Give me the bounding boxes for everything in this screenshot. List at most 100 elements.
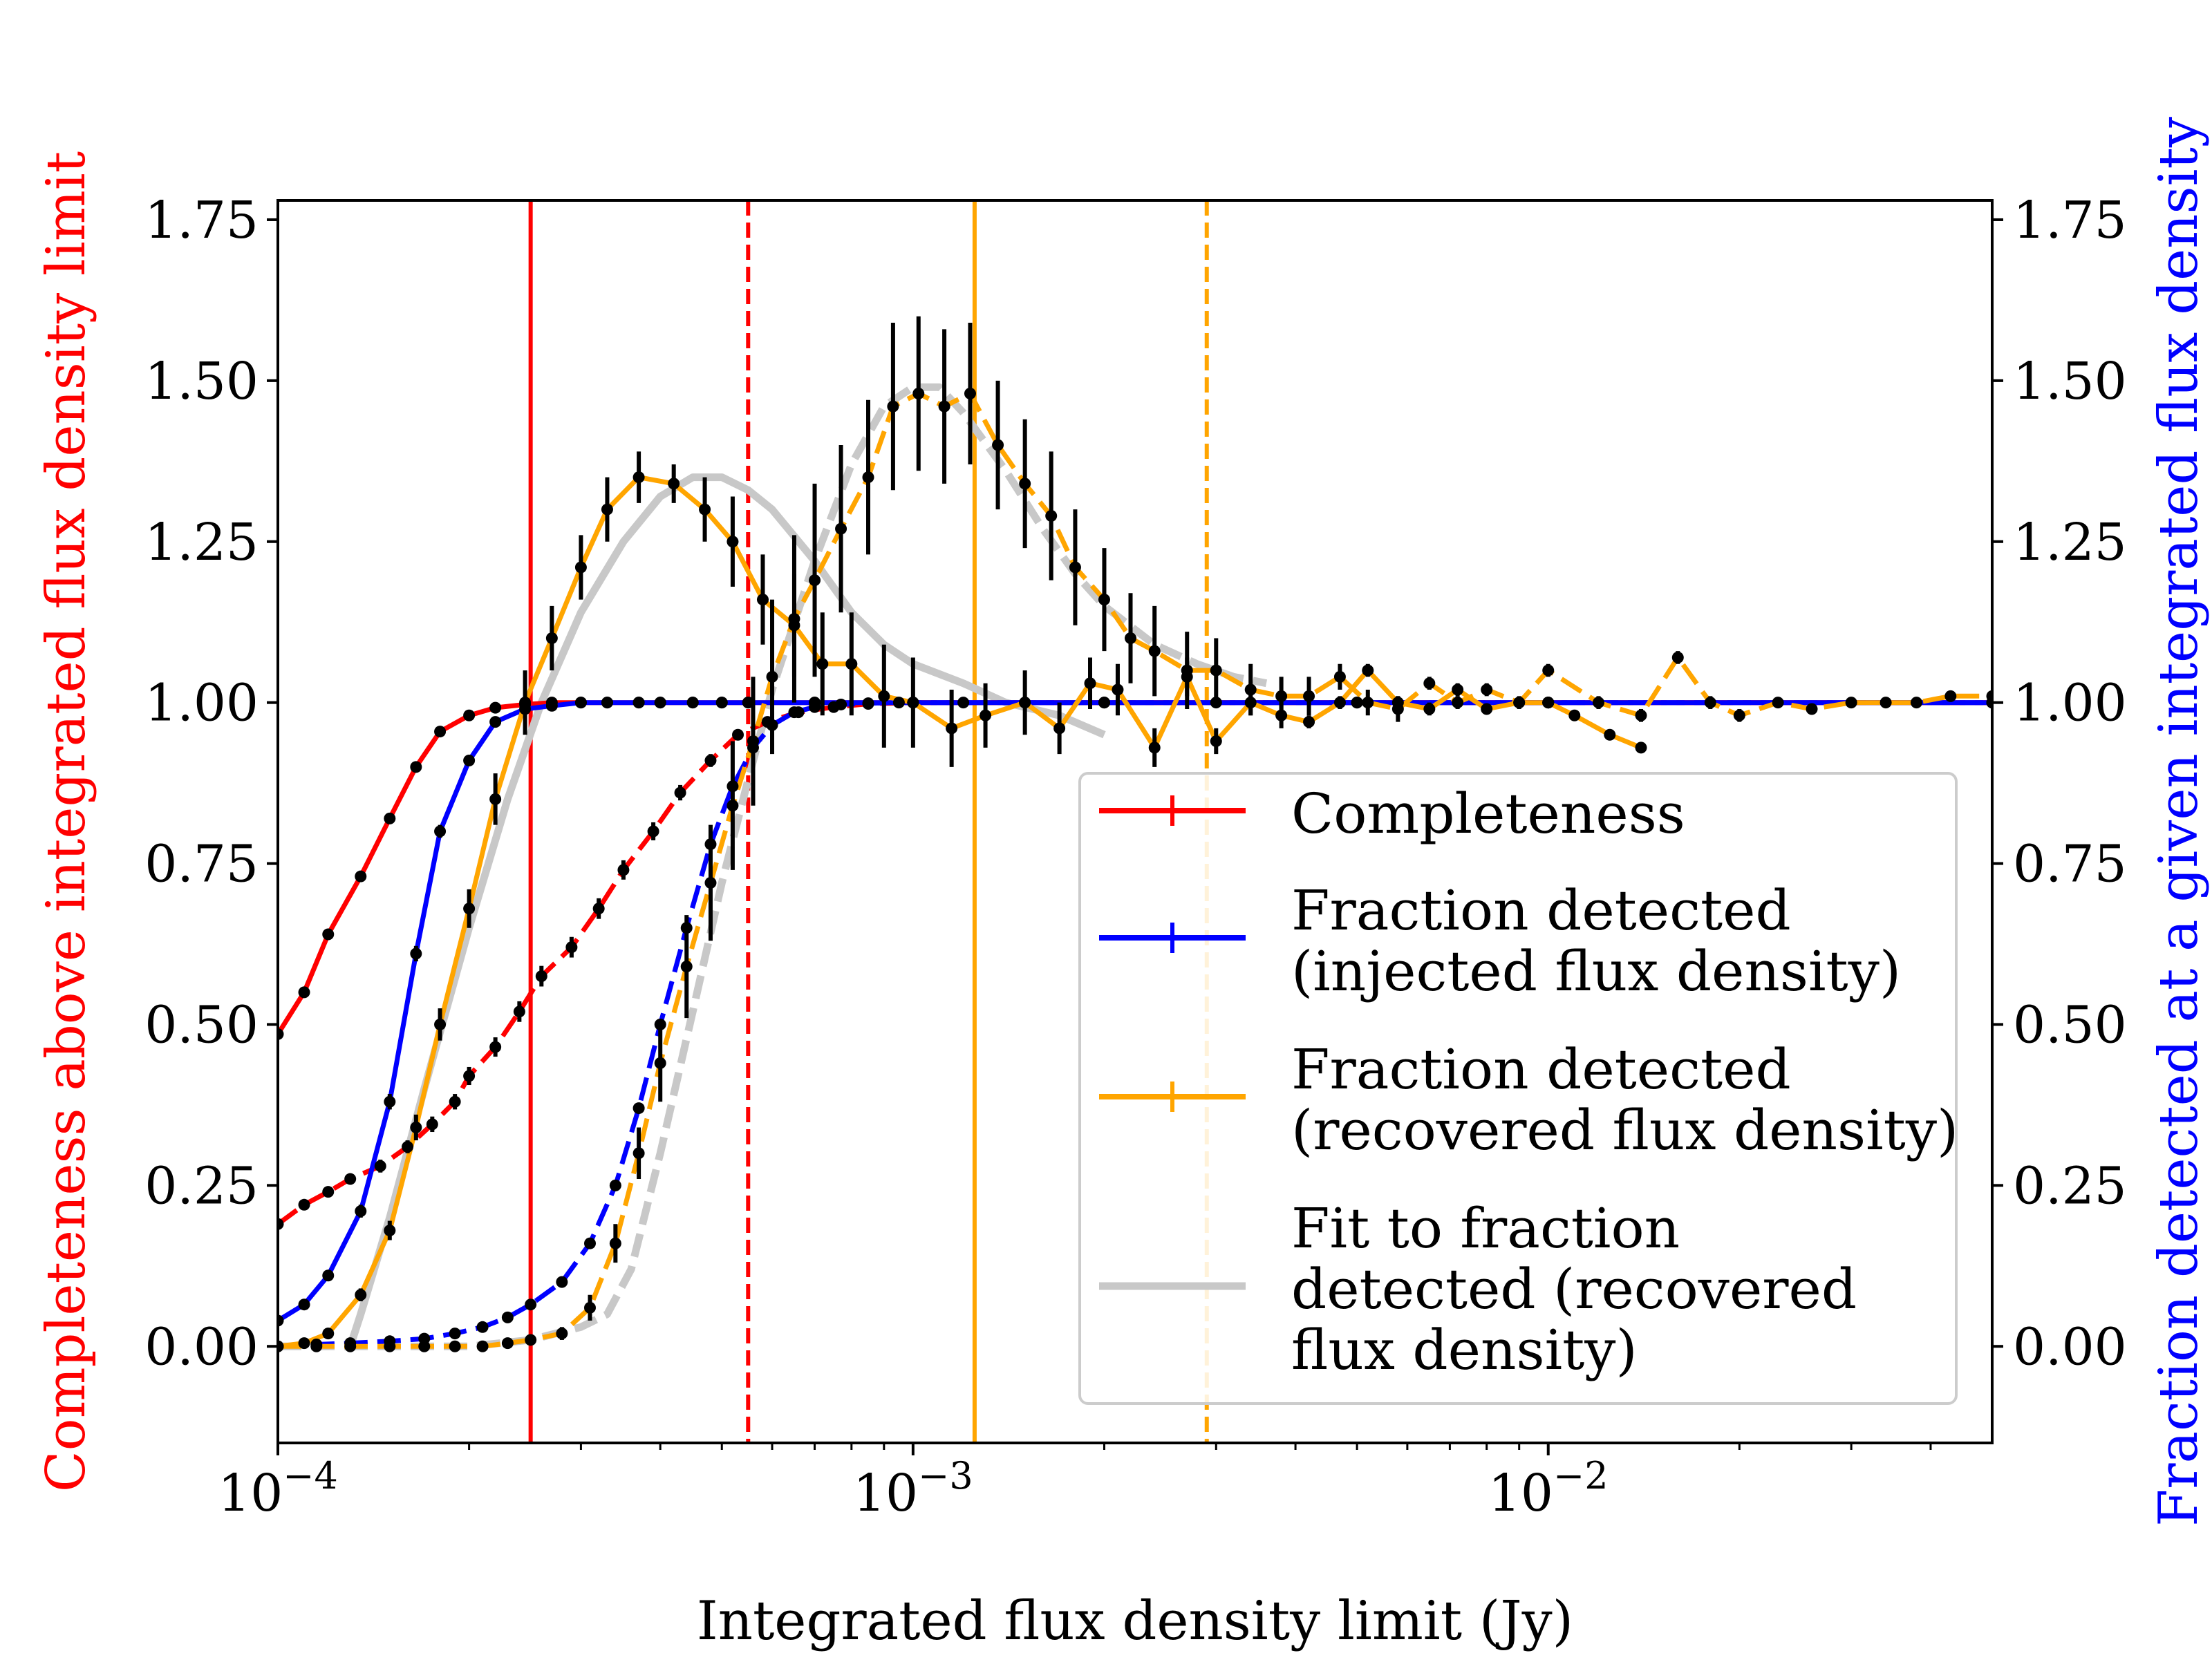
data-point-recovered-solid: [1635, 742, 1647, 754]
y-tick-label-right: 0.50: [2013, 995, 2127, 1055]
y-tick-label-left: 1.50: [144, 352, 259, 411]
data-point-injected-dashed: [476, 1321, 489, 1333]
data-point-injected-dashed: [1351, 697, 1363, 709]
data-point-recovered-dashed: [1148, 645, 1161, 657]
data-point-injected-solid: [463, 754, 476, 766]
data-point-recovered-solid: [632, 471, 645, 484]
data-point-recovered-dashed: [1391, 703, 1404, 715]
data-point-completeness-dashed: [463, 1070, 476, 1082]
data-point-recovered-dashed: [344, 1340, 357, 1352]
y-tick-label-left: 1.75: [144, 191, 259, 250]
y-tick-label-left: 1.00: [144, 674, 259, 733]
x-tick-label: 10−2: [1488, 1454, 1609, 1523]
data-point-recovered-solid: [699, 503, 711, 516]
y-tick-label-right: 1.25: [2013, 513, 2127, 572]
data-point-recovered-solid: [463, 903, 476, 915]
y-tick-label-right: 1.75: [2013, 191, 2127, 250]
data-point-recovered-dashed: [938, 400, 950, 413]
data-point-recovered-solid: [1148, 742, 1161, 754]
y-tick-label-left: 0.00: [144, 1317, 259, 1377]
data-point-recovered-dashed: [556, 1328, 568, 1340]
x-axis-label: Integrated flux density limit (Jy): [697, 1590, 1573, 1652]
data-point-recovered-dashed: [583, 1301, 596, 1314]
data-point-recovered-dashed: [1880, 697, 1892, 709]
data-point-recovered-dashed: [476, 1340, 489, 1352]
data-point-completeness-dashed: [565, 941, 578, 954]
legend-box: [1078, 772, 1958, 1405]
data-point-recovered-dashed: [1481, 683, 1493, 696]
data-point-recovered-dashed: [501, 1337, 514, 1350]
data-point-injected-dashed: [501, 1311, 514, 1323]
data-point-recovered-dashed: [525, 1334, 537, 1346]
axes: 0.00 0.00 0.25 0.25 0.50 0.50 0.75 0.75 1.00 1.00…: [144, 191, 2127, 1523]
data-point-injected-solid: [410, 947, 422, 960]
data-point-recovered-dashed: [1303, 690, 1315, 702]
data-point-injected-solid: [298, 1299, 310, 1311]
data-point-recovered-solid: [1019, 697, 1031, 709]
data-point-injected-dashed: [862, 697, 874, 710]
data-point-completeness-solid: [410, 761, 422, 773]
series-line-recovered-solid: [278, 475, 1642, 1349]
data-point-recovered-dashed: [1423, 677, 1436, 690]
data-point-completeness-dashed: [322, 1186, 335, 1198]
y-tick-label-right: 1.50: [2013, 352, 2127, 411]
data-point-recovered-dashed: [1125, 632, 1137, 644]
legend-label: detected (recovered: [1291, 1257, 1857, 1321]
data-point-recovered-dashed: [1181, 664, 1193, 677]
data-point-completeness-dashed: [489, 1041, 502, 1053]
data-point-injected-solid: [322, 1269, 335, 1282]
data-point-recovered-dashed: [1542, 664, 1555, 677]
data-point-recovered-dashed: [1910, 697, 1922, 709]
data-point-recovered-dashed: [1362, 697, 1374, 709]
data-point-recovered-dashed: [1210, 664, 1222, 677]
legend-label: (recovered flux density): [1291, 1098, 1958, 1162]
data-point-completeness-solid: [384, 812, 396, 824]
data-point-recovered-dashed: [835, 522, 847, 535]
data-point-recovered-dashed: [680, 961, 693, 973]
y-axis-label-right: Fraction detected at a given integrated …: [2148, 117, 2210, 1527]
y-tick-label-right: 1.00: [2013, 674, 2127, 733]
data-point-injected-solid: [574, 697, 587, 709]
plot-area: [278, 200, 1992, 1443]
x-tick-label: 10−4: [218, 1454, 338, 1523]
data-point-completeness-dashed: [298, 1198, 310, 1211]
data-point-recovered-solid: [845, 658, 858, 670]
data-point-injected-solid: [489, 716, 502, 728]
data-point-recovered-dashed: [964, 387, 976, 399]
data-point-completeness-solid: [463, 709, 476, 721]
data-point-recovered-solid: [668, 478, 680, 490]
data-point-recovered-dashed: [1045, 509, 1058, 522]
data-point-recovered-dashed: [1244, 683, 1257, 696]
data-point-recovered-solid: [1303, 716, 1315, 728]
legend-label: Fit to fraction: [1291, 1196, 1680, 1260]
data-point-injected-solid: [601, 697, 613, 709]
data-point-recovered-dashed: [704, 877, 717, 889]
legend-label: (injected flux density): [1291, 939, 1901, 1003]
data-point-recovered-solid: [1053, 722, 1066, 735]
data-point-recovered-dashed: [1704, 697, 1716, 709]
data-point-injected-solid: [355, 1205, 367, 1218]
x-tick-label: 10−3: [853, 1454, 973, 1523]
data-point-recovered-solid: [980, 709, 992, 721]
data-point-recovered-solid: [545, 632, 558, 644]
plot-frame: [276, 199, 1994, 1444]
data-point-injected-dashed: [556, 1276, 568, 1288]
data-point-completeness-dashed: [647, 825, 659, 838]
data-point-recovered-dashed: [1069, 561, 1081, 574]
data-point-completeness-dashed: [402, 1140, 414, 1153]
y-tick-label-left: 0.25: [144, 1156, 259, 1216]
data-point-injected-dashed: [835, 698, 847, 710]
data-point-recovered-dashed: [418, 1340, 431, 1352]
data-point-recovered-dashed: [609, 1237, 621, 1249]
data-point-recovered-solid: [574, 561, 587, 574]
data-point-recovered-dashed: [1671, 651, 1684, 663]
data-point-completeness-dashed: [674, 786, 686, 799]
data-point-recovered-dashed: [278, 1340, 284, 1352]
data-point-recovered-dashed: [449, 1340, 461, 1352]
data-point-recovered-solid: [878, 690, 890, 702]
data-point-injected-dashed: [809, 701, 821, 713]
series-line-fit-solid: [346, 473, 1106, 1348]
data-point-recovered-dashed: [788, 613, 800, 625]
data-point-recovered-solid: [1362, 664, 1374, 677]
legend-label: Completeness: [1291, 782, 1685, 846]
